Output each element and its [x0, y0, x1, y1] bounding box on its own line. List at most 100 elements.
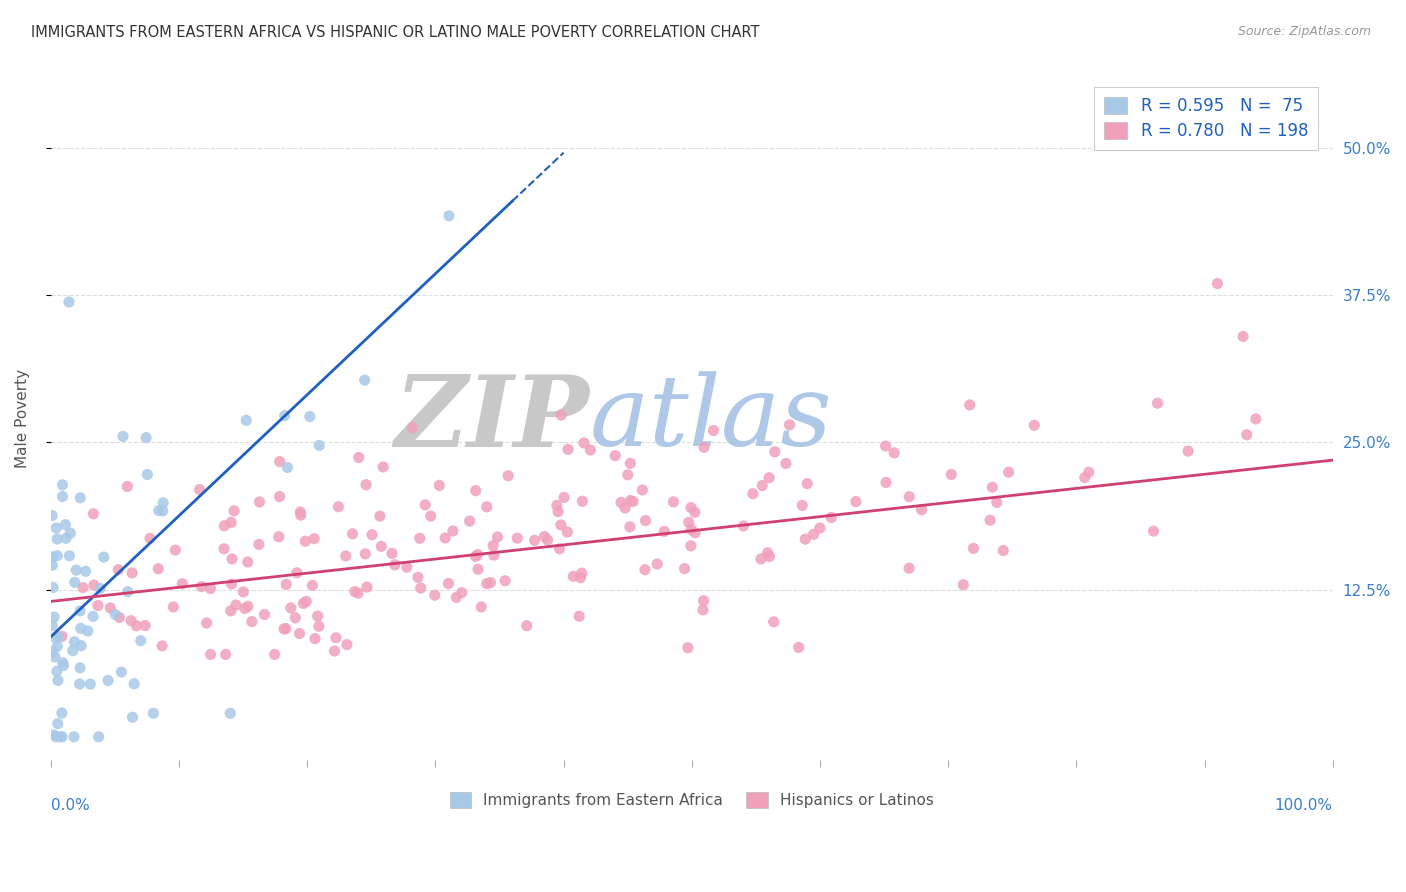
Point [1077, 465, 1099, 479]
Point [274, 622, 297, 636]
Point [1074, 470, 1097, 484]
Point [384, 558, 406, 572]
Point [808, 521, 831, 535]
Point [616, 467, 638, 482]
Point [523, 533, 546, 548]
Point [62, 644, 84, 658]
Point [42, 610, 65, 624]
Point [619, 457, 641, 471]
Point [419, 509, 441, 524]
Point [328, 500, 350, 514]
Point [911, 503, 934, 517]
Point [794, 532, 817, 546]
Point [506, 531, 529, 545]
Point [662, 495, 685, 509]
Point [548, 541, 571, 556]
Point [645, 557, 668, 571]
Point [479, 575, 502, 590]
Point [48, 630, 70, 644]
Point [336, 638, 359, 652]
Point [288, 626, 311, 640]
Point [165, 543, 187, 558]
Point [941, 467, 963, 482]
Point [423, 588, 446, 602]
Point [356, 580, 378, 594]
Point [370, 539, 392, 553]
Point [98, 601, 121, 615]
Point [325, 631, 347, 645]
Point [494, 574, 516, 588]
Point [979, 513, 1001, 527]
Point [981, 480, 1004, 494]
Point [467, 562, 489, 576]
Point [89, 582, 111, 596]
Point [308, 619, 330, 633]
Point [673, 562, 696, 576]
Point [69, 622, 91, 636]
Point [188, 483, 211, 497]
Point [290, 508, 312, 523]
Point [263, 648, 285, 662]
Point [610, 495, 633, 509]
Point [1142, 524, 1164, 538]
Point [571, 566, 593, 581]
Point [63, 730, 86, 744]
Point [562, 569, 585, 583]
Point [550, 408, 572, 422]
Point [758, 471, 780, 485]
Point [117, 584, 139, 599]
Point [742, 486, 765, 500]
Point [195, 615, 218, 630]
Point [962, 541, 984, 556]
Point [368, 509, 391, 524]
Point [693, 440, 716, 454]
Point [290, 505, 312, 519]
Point [475, 500, 498, 514]
Point [45, 665, 67, 679]
Point [233, 601, 256, 615]
Point [63, 634, 86, 648]
Point [148, 562, 170, 576]
Point [395, 560, 418, 574]
Point [51, 478, 73, 492]
Point [409, 581, 432, 595]
Point [634, 563, 657, 577]
Point [678, 516, 700, 530]
Point [221, 552, 243, 566]
Point [605, 449, 627, 463]
Point [214, 648, 236, 662]
Point [110, 665, 132, 679]
Point [614, 500, 637, 515]
Point [51, 730, 73, 744]
Point [1024, 418, 1046, 433]
Point [52, 656, 75, 670]
Point [172, 576, 194, 591]
Point [219, 604, 242, 618]
Point [409, 531, 432, 545]
Point [82, 507, 104, 521]
Point [104, 607, 127, 622]
Point [284, 611, 307, 625]
Point [557, 442, 579, 457]
Point [45, 730, 67, 744]
Point [162, 599, 184, 614]
Point [200, 648, 222, 662]
Point [381, 546, 404, 560]
Point [79, 677, 101, 691]
Point [235, 413, 257, 427]
Text: 100.0%: 100.0% [1275, 798, 1333, 813]
Point [83, 578, 105, 592]
Point [46, 549, 69, 563]
Point [875, 475, 897, 490]
Point [142, 706, 165, 721]
Point [820, 510, 842, 524]
Point [107, 563, 129, 577]
Point [41, 549, 63, 564]
Point [269, 490, 291, 504]
Point [236, 599, 259, 614]
Point [553, 491, 575, 505]
Point [1244, 412, 1267, 426]
Point [470, 599, 492, 614]
Point [775, 457, 797, 471]
Point [482, 548, 505, 562]
